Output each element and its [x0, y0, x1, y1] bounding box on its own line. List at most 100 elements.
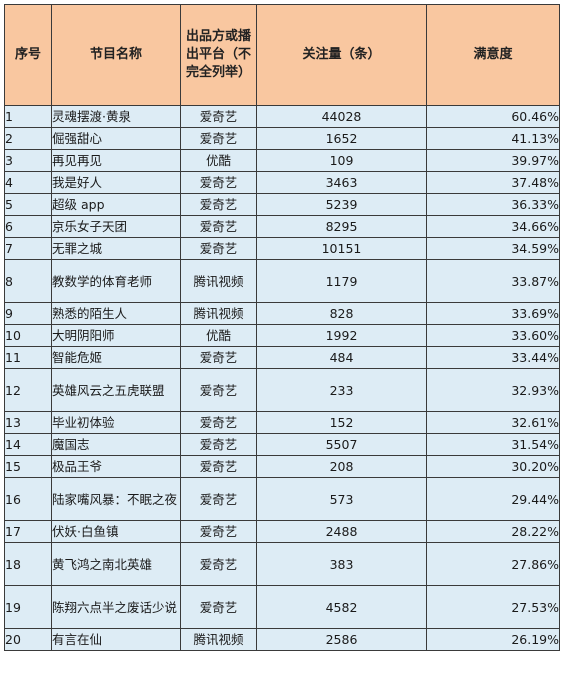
cell-satisfaction: 27.53%	[426, 585, 560, 629]
cell-satisfaction: 30.20%	[426, 455, 560, 478]
cell-name: 无罪之城	[51, 237, 181, 260]
cell-followers: 233	[256, 368, 427, 412]
table-row: 3 再见再见 优酷 109 39.97%	[4, 149, 560, 172]
table-row: 12 英雄风云之五虎联盟 爱奇艺 233 32.93%	[4, 368, 560, 412]
cell-platform: 优酷	[180, 149, 257, 172]
cell-followers: 5507	[256, 433, 427, 456]
cell-platform: 爱奇艺	[180, 237, 257, 260]
cell-index: 14	[4, 433, 52, 456]
header-row: 序号 节目名称 出品方或播出平台（不完全列举） 关注量（条） 满意度	[4, 4, 560, 106]
cell-index: 19	[4, 585, 52, 629]
cell-name: 熟悉的陌生人	[51, 302, 181, 325]
cell-followers: 152	[256, 411, 427, 434]
cell-followers: 5239	[256, 193, 427, 216]
cell-followers: 109	[256, 149, 427, 172]
cell-followers: 1652	[256, 127, 427, 150]
cell-platform: 爱奇艺	[180, 542, 257, 586]
cell-satisfaction: 33.44%	[426, 346, 560, 369]
cell-index: 4	[4, 171, 52, 194]
header-platform: 出品方或播出平台（不完全列举）	[180, 4, 257, 106]
cell-index: 2	[4, 127, 52, 150]
cell-platform: 爱奇艺	[180, 520, 257, 543]
table-row: 1 灵魂摆渡·黄泉 爱奇艺 44028 60.46%	[4, 105, 560, 128]
cell-satisfaction: 39.97%	[426, 149, 560, 172]
cell-satisfaction: 60.46%	[426, 105, 560, 128]
cell-index: 9	[4, 302, 52, 325]
cell-followers: 10151	[256, 237, 427, 260]
cell-satisfaction: 29.44%	[426, 477, 560, 521]
cell-satisfaction: 37.48%	[426, 171, 560, 194]
table-row: 18 黄飞鸿之南北英雄 爱奇艺 383 27.86%	[4, 542, 560, 586]
cell-index: 16	[4, 477, 52, 521]
cell-platform: 爱奇艺	[180, 433, 257, 456]
cell-index: 15	[4, 455, 52, 478]
table-row: 17 伏妖·白鱼镇 爱奇艺 2488 28.22%	[4, 520, 560, 543]
cell-satisfaction: 26.19%	[426, 628, 560, 651]
table-row: 16 陆家嘴风暴：不眠之夜 爱奇艺 573 29.44%	[4, 477, 560, 521]
cell-platform: 爱奇艺	[180, 346, 257, 369]
cell-satisfaction: 32.61%	[426, 411, 560, 434]
cell-platform: 腾讯视频	[180, 259, 257, 303]
cell-followers: 2488	[256, 520, 427, 543]
table-row: 10 大明阴阳师 优酷 1992 33.60%	[4, 324, 560, 347]
table-row: 4 我是好人 爱奇艺 3463 37.48%	[4, 171, 560, 194]
cell-followers: 383	[256, 542, 427, 586]
cell-platform: 爱奇艺	[180, 105, 257, 128]
table-row: 13 毕业初体验 爱奇艺 152 32.61%	[4, 411, 560, 434]
cell-platform: 爱奇艺	[180, 193, 257, 216]
cell-followers: 2586	[256, 628, 427, 651]
cell-satisfaction: 36.33%	[426, 193, 560, 216]
cell-index: 13	[4, 411, 52, 434]
header-name: 节目名称	[51, 4, 181, 106]
cell-name: 超级 app	[51, 193, 181, 216]
cell-followers: 573	[256, 477, 427, 521]
cell-satisfaction: 41.13%	[426, 127, 560, 150]
cell-index: 7	[4, 237, 52, 260]
cell-index: 20	[4, 628, 52, 651]
cell-satisfaction: 31.54%	[426, 433, 560, 456]
header-satisfaction: 满意度	[426, 4, 560, 106]
table-row: 7 无罪之城 爱奇艺 10151 34.59%	[4, 237, 560, 260]
table-row: 8 教数学的体育老师 腾讯视频 1179 33.87%	[4, 259, 560, 303]
cell-index: 10	[4, 324, 52, 347]
cell-platform: 爱奇艺	[180, 368, 257, 412]
cell-followers: 8295	[256, 215, 427, 238]
cell-satisfaction: 33.87%	[426, 259, 560, 303]
cell-index: 3	[4, 149, 52, 172]
cell-satisfaction: 32.93%	[426, 368, 560, 412]
cell-name: 倔强甜心	[51, 127, 181, 150]
cell-followers: 828	[256, 302, 427, 325]
table-row: 20 有言在仙 腾讯视频 2586 26.19%	[4, 628, 560, 651]
cell-followers: 4582	[256, 585, 427, 629]
cell-satisfaction: 33.69%	[426, 302, 560, 325]
cell-platform: 爱奇艺	[180, 171, 257, 194]
cell-name: 陈翔六点半之废话少说	[51, 585, 181, 629]
cell-platform: 爱奇艺	[180, 411, 257, 434]
cell-satisfaction: 33.60%	[426, 324, 560, 347]
cell-index: 17	[4, 520, 52, 543]
table-row: 14 魔国志 爱奇艺 5507 31.54%	[4, 433, 560, 456]
cell-followers: 44028	[256, 105, 427, 128]
cell-followers: 484	[256, 346, 427, 369]
cell-platform: 腾讯视频	[180, 302, 257, 325]
table-row: 2 倔强甜心 爱奇艺 1652 41.13%	[4, 127, 560, 150]
table-row: 11 智能危姬 爱奇艺 484 33.44%	[4, 346, 560, 369]
cell-platform: 爱奇艺	[180, 585, 257, 629]
header-index: 序号	[4, 4, 52, 106]
cell-platform: 爱奇艺	[180, 215, 257, 238]
cell-followers: 3463	[256, 171, 427, 194]
cell-platform: 爱奇艺	[180, 127, 257, 150]
cell-platform: 腾讯视频	[180, 628, 257, 651]
cell-platform: 爱奇艺	[180, 455, 257, 478]
header-followers: 关注量（条）	[256, 4, 427, 106]
cell-index: 8	[4, 259, 52, 303]
cell-satisfaction: 34.66%	[426, 215, 560, 238]
cell-name: 英雄风云之五虎联盟	[51, 368, 181, 412]
cell-name: 陆家嘴风暴：不眠之夜	[51, 477, 181, 521]
cell-name: 伏妖·白鱼镇	[51, 520, 181, 543]
ranking-table: 序号 节目名称 出品方或播出平台（不完全列举） 关注量（条） 满意度 1 灵魂摆…	[4, 4, 560, 651]
cell-name: 魔国志	[51, 433, 181, 456]
cell-name: 再见再见	[51, 149, 181, 172]
cell-platform: 爱奇艺	[180, 477, 257, 521]
cell-index: 5	[4, 193, 52, 216]
